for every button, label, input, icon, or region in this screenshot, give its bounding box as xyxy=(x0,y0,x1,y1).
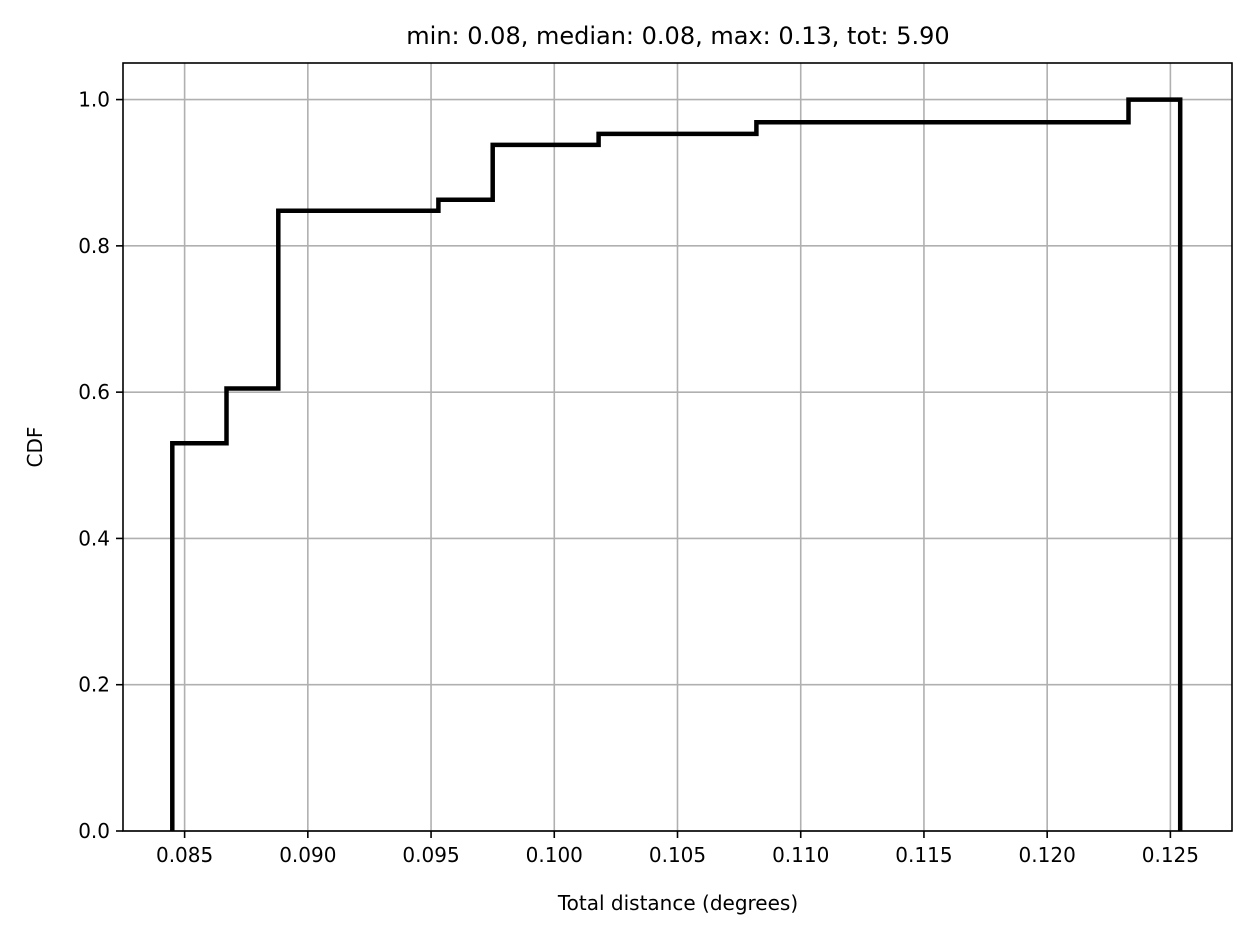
y-axis-label: CDF xyxy=(23,427,47,468)
x-axis-label: Total distance (degrees) xyxy=(557,891,798,915)
y-tick-label: 1.0 xyxy=(78,88,110,112)
grid xyxy=(123,63,1232,832)
y-axis: 0.0 0.2 0.4 0.6 0.8 1.0 xyxy=(78,88,123,843)
x-tick-label: 0.095 xyxy=(402,843,459,867)
y-tick-label: 0.8 xyxy=(78,234,110,258)
series-layer xyxy=(170,97,1183,831)
x-tick-label: 0.100 xyxy=(526,843,583,867)
x-axis: 0.085 0.090 0.095 0.100 0.105 0.110 0.115 0.120… xyxy=(156,831,1199,867)
y-tick-label: 0.0 xyxy=(78,819,110,843)
x-tick-label: 0.110 xyxy=(772,843,829,867)
y-tick-label: 0.6 xyxy=(78,380,110,404)
cdf-step-line xyxy=(170,97,1183,831)
x-tick-label: 0.105 xyxy=(649,843,706,867)
chart-title: min: 0.08, median: 0.08, max: 0.13, tot:… xyxy=(406,22,949,50)
x-tick-label: 0.115 xyxy=(895,843,952,867)
y-tick-label: 0.4 xyxy=(78,526,110,550)
x-tick-label: 0.125 xyxy=(1142,843,1199,867)
x-tick-label: 0.090 xyxy=(279,843,336,867)
x-tick-label: 0.085 xyxy=(156,843,213,867)
y-tick-label: 0.2 xyxy=(78,673,110,697)
x-tick-label: 0.120 xyxy=(1019,843,1076,867)
